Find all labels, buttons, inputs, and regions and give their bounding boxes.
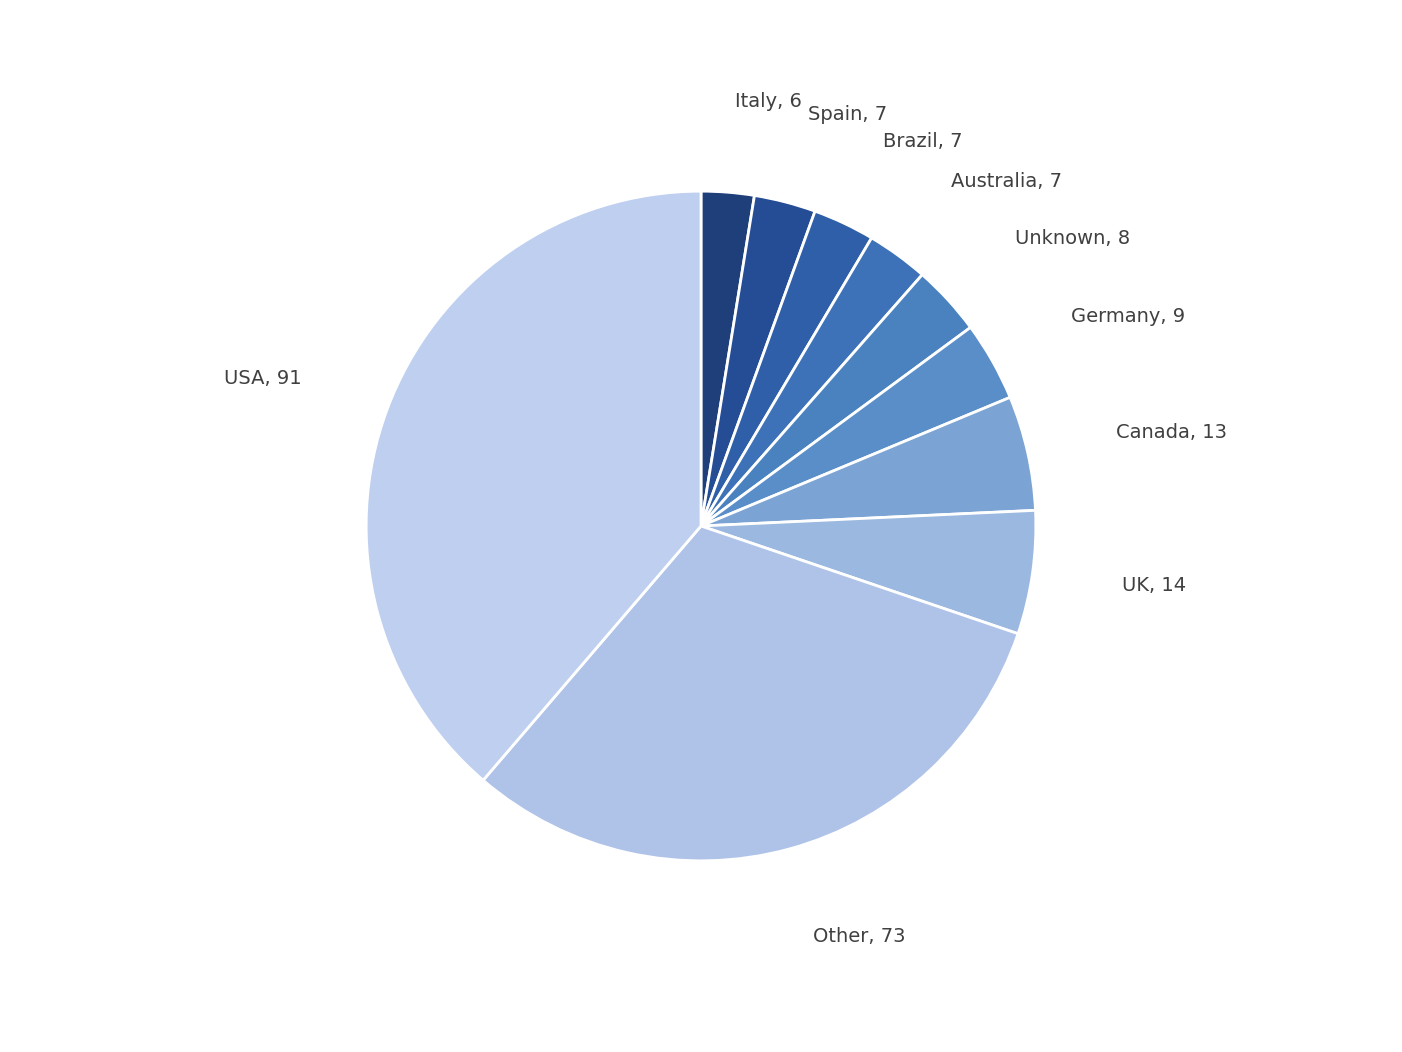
Wedge shape	[701, 398, 1036, 526]
Wedge shape	[701, 191, 754, 526]
Wedge shape	[701, 238, 923, 526]
Wedge shape	[701, 510, 1036, 633]
Text: USA, 91: USA, 91	[224, 369, 301, 388]
Wedge shape	[701, 327, 1009, 526]
Text: Italy, 6: Italy, 6	[735, 93, 802, 112]
Text: Germany, 9: Germany, 9	[1071, 307, 1186, 326]
Wedge shape	[701, 196, 815, 526]
Text: Brazil, 7: Brazil, 7	[883, 132, 962, 150]
Text: Australia, 7: Australia, 7	[951, 173, 1063, 191]
Text: Canada, 13: Canada, 13	[1116, 423, 1227, 443]
Wedge shape	[701, 275, 970, 526]
Text: Unknown, 8: Unknown, 8	[1015, 229, 1130, 248]
Text: UK, 14: UK, 14	[1122, 576, 1186, 595]
Text: Spain, 7: Spain, 7	[808, 105, 887, 124]
Wedge shape	[366, 191, 701, 781]
Wedge shape	[701, 211, 872, 526]
Text: Other, 73: Other, 73	[813, 927, 906, 946]
Wedge shape	[484, 526, 1018, 861]
